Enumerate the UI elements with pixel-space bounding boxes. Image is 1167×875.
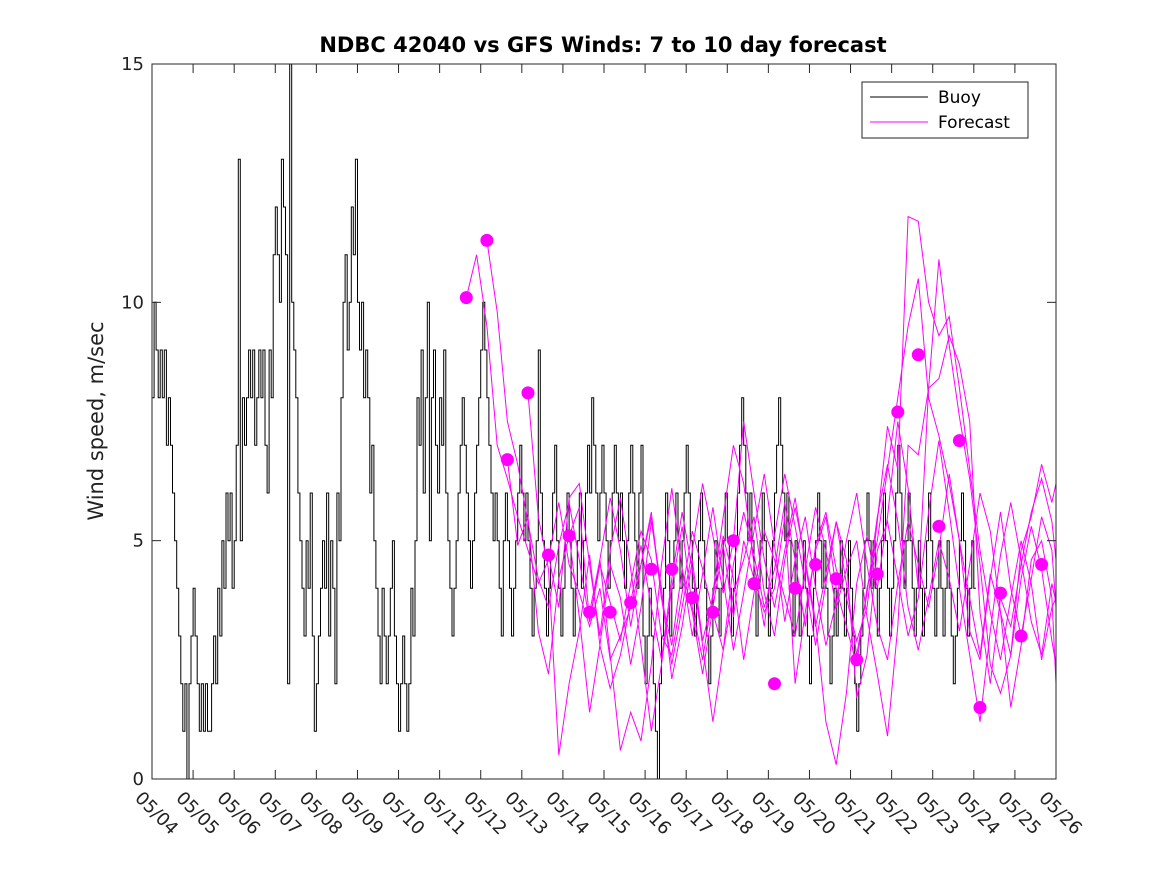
forecast-marker — [809, 558, 823, 571]
forecast-marker — [480, 233, 494, 247]
forecast-marker — [788, 581, 802, 595]
forecast-marker — [542, 548, 555, 562]
y-tick-label: 5 — [133, 531, 144, 552]
forecast-marker — [1014, 629, 1028, 643]
forecast-marker — [952, 434, 966, 448]
buoy-series-line — [152, 64, 976, 779]
forecast-series-line-1 — [465, 254, 1056, 684]
forecast-marker — [644, 562, 658, 576]
forecast-marker — [850, 653, 864, 667]
forecast-marker — [459, 291, 473, 305]
forecast-marker — [685, 591, 699, 605]
forecast-markers — [459, 233, 1049, 714]
forecast-marker — [973, 701, 987, 714]
forecast-series-line-4 — [527, 259, 1056, 765]
forecast-marker — [870, 567, 884, 581]
legend-buoy-label: Buoy — [938, 88, 981, 108]
forecast-marker — [521, 386, 535, 400]
forecast-marker — [583, 605, 597, 619]
y-axis: 0 5 10 15 — [121, 54, 1056, 790]
forecast-marker — [768, 677, 781, 691]
forecast-marker — [1035, 558, 1049, 571]
forecast-series-line-7 — [589, 473, 1056, 751]
chart-title: NDBC 42040 vs GFS Winds: 7 to 10 day for… — [319, 33, 886, 57]
forecast-marker — [891, 405, 905, 419]
y-tick-label: 15 — [121, 54, 144, 75]
forecast-marker — [994, 586, 1007, 600]
series-layer — [152, 64, 1056, 779]
forecast-marker — [726, 534, 740, 548]
forecast-marker — [706, 605, 720, 619]
legend: Buoy Forecast — [861, 81, 1029, 139]
forecast-series-line-6 — [568, 421, 1056, 665]
legend-box — [861, 81, 1029, 139]
forecast-marker — [665, 562, 679, 576]
y-tick-label: 10 — [121, 292, 144, 313]
forecast-marker — [562, 529, 576, 543]
forecast-marker — [829, 572, 843, 586]
forecast-marker — [500, 453, 514, 467]
y-axis-label: Wind speed, m/sec — [84, 321, 108, 520]
y-tick-label: 0 — [133, 769, 144, 790]
forecast-series-line-5 — [548, 440, 1056, 732]
forecast-marker — [911, 348, 925, 362]
forecast-marker — [747, 577, 761, 591]
forecast-marker — [603, 605, 617, 619]
forecast-marker — [624, 596, 638, 610]
forecast-series-line-2 — [486, 215, 1056, 660]
forecast-marker — [932, 519, 946, 533]
legend-forecast-label: Forecast — [938, 113, 1010, 133]
